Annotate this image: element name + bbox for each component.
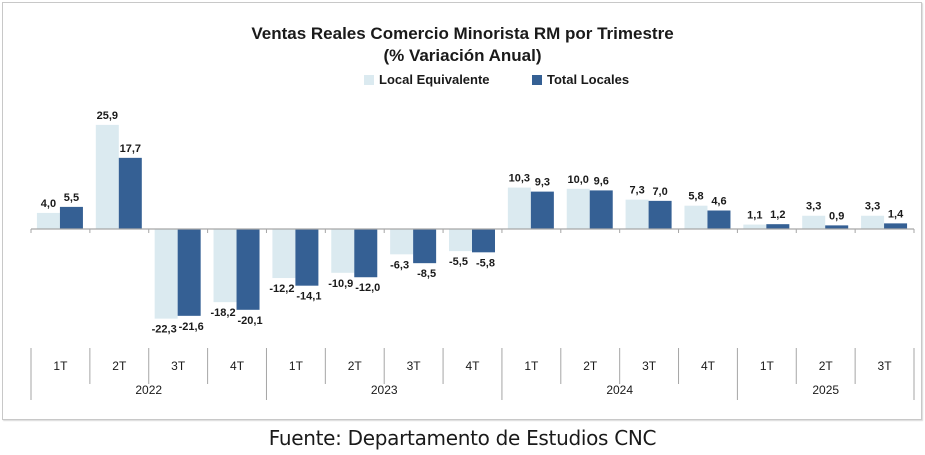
- chart-plot: 4,0 25,9 -22,3 -18,2 -12,2 -10,9 -6,3 -5,5 10,3 1…: [30, 110, 915, 400]
- bar-total-locales: [530, 191, 554, 229]
- data-label: 3,3: [806, 201, 821, 213]
- category-tick-label: 2T: [348, 359, 363, 373]
- bar-total-locales: [589, 190, 613, 229]
- category-tick-label: 4T: [701, 359, 716, 373]
- data-label: 5,5: [64, 192, 79, 204]
- data-label: 25,9: [97, 110, 118, 122]
- category-tick-label: 4T: [230, 359, 245, 373]
- data-label: -5,8: [476, 257, 495, 269]
- data-label: -14,1: [296, 291, 321, 303]
- data-label: -5,5: [449, 256, 468, 268]
- data-label: 1,1: [747, 210, 762, 222]
- bar-total-locales: [177, 229, 201, 316]
- bar-total-locales: [884, 223, 908, 229]
- bar-local-equivalente: [36, 212, 60, 229]
- legend-swatch-local-equivalente: [364, 74, 374, 85]
- legend: Local Equivalente Total Locales: [0, 72, 925, 90]
- bar-total-locales: [707, 210, 731, 229]
- data-label: 5,8: [688, 191, 703, 203]
- group-tick-label: 2024: [606, 383, 633, 397]
- category-tick-label: 3T: [642, 359, 657, 373]
- data-label: -12,2: [269, 283, 294, 295]
- legend-item-local-equivalente: Local Equivalente: [364, 72, 490, 87]
- category-tick-label: 1T: [289, 359, 304, 373]
- bar-local-equivalente: [449, 229, 472, 252]
- legend-label: Local Equivalente: [379, 72, 490, 87]
- bar-total-locales: [118, 157, 142, 229]
- bar-local-equivalente: [272, 229, 296, 279]
- bar-local-equivalente: [331, 229, 355, 273]
- data-label: 3,3: [865, 201, 880, 213]
- bar-local-equivalente: [743, 224, 767, 229]
- category-tick-label: 1T: [760, 359, 775, 373]
- bar-local-equivalente: [154, 229, 178, 319]
- category-tick-label: 3T: [878, 359, 893, 373]
- bar-local-equivalente: [566, 188, 590, 229]
- bar-local-equivalente: [625, 199, 649, 229]
- category-tick-label: 2T: [112, 359, 127, 373]
- bar-local-equivalente: [861, 215, 885, 229]
- data-label: -20,1: [237, 315, 262, 327]
- bar-total-locales: [766, 224, 790, 229]
- chart-frame: [2, 2, 922, 420]
- data-label: 1,2: [770, 209, 785, 221]
- category-tick-label: 2T: [819, 359, 834, 373]
- data-label: 9,6: [594, 175, 609, 187]
- data-label: 0,9: [829, 210, 844, 222]
- data-label: 10,3: [509, 173, 530, 185]
- data-label: 4,6: [711, 196, 726, 208]
- data-label: -21,6: [179, 321, 204, 333]
- data-label: 17,7: [120, 143, 141, 155]
- bar-local-equivalente: [684, 205, 708, 229]
- data-label: 7,3: [629, 185, 644, 197]
- group-tick-label: 2025: [812, 383, 839, 397]
- data-label: -22,3: [152, 324, 177, 336]
- bar-total-locales: [59, 206, 83, 229]
- legend-label: Total Locales: [547, 72, 630, 87]
- data-label: -6,3: [390, 259, 409, 271]
- data-label: -8,5: [417, 268, 436, 280]
- legend-item-total-locales: Total Locales: [532, 72, 629, 87]
- bar-local-equivalente: [507, 187, 531, 229]
- chart-subtitle: (% Variación Anual): [383, 46, 542, 65]
- bar-local-equivalente: [390, 229, 414, 255]
- category-tick-label: 1T: [53, 359, 68, 373]
- bar-local-equivalente: [95, 124, 119, 229]
- bar-total-locales: [236, 229, 260, 310]
- chart-title: Ventas Reales Comercio Minorista RM por …: [251, 24, 674, 43]
- legend-swatch-total-locales: [532, 74, 542, 85]
- bar-total-locales: [648, 200, 672, 229]
- data-label: 4,0: [41, 198, 56, 210]
- data-label: 10,0: [568, 174, 589, 186]
- bar-local-equivalente: [802, 215, 826, 229]
- data-label: -12,0: [355, 282, 380, 294]
- bar-total-locales: [295, 229, 319, 286]
- category-tick-label: 3T: [407, 359, 422, 373]
- group-tick-label: 2022: [135, 383, 162, 397]
- data-label: -10,9: [328, 278, 353, 290]
- category-tick-label: 3T: [171, 359, 186, 373]
- group-tick-label: 2023: [371, 383, 398, 397]
- data-label: 1,4: [888, 208, 904, 220]
- bar-local-equivalente: [213, 229, 237, 303]
- bar-total-locales: [413, 229, 437, 264]
- data-label: 7,0: [652, 186, 667, 198]
- source-note: Fuente: Departamento de Estudios CNC: [268, 426, 657, 450]
- category-tick-label: 4T: [465, 359, 480, 373]
- bar-total-locales: [472, 229, 495, 253]
- category-tick-label: 2T: [583, 359, 598, 373]
- data-label: -18,2: [210, 307, 235, 319]
- bar-total-locales: [354, 229, 378, 278]
- bar-total-locales: [825, 225, 849, 229]
- category-tick-label: 1T: [524, 359, 539, 373]
- data-label: 9,3: [535, 177, 550, 189]
